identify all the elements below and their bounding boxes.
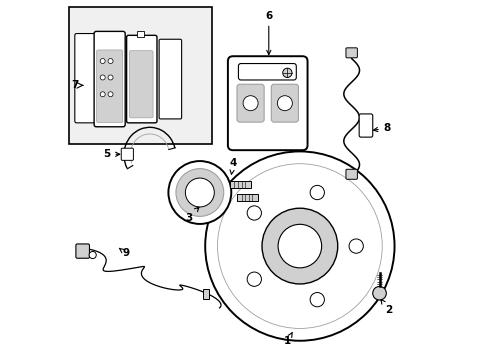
Text: 3: 3: [185, 207, 199, 222]
Circle shape: [205, 152, 394, 341]
Text: 4: 4: [229, 158, 236, 174]
FancyBboxPatch shape: [97, 50, 122, 122]
Bar: [69, 7, 212, 144]
Circle shape: [89, 251, 96, 258]
FancyBboxPatch shape: [345, 169, 357, 179]
Circle shape: [100, 92, 105, 97]
FancyBboxPatch shape: [126, 35, 157, 123]
Circle shape: [108, 92, 113, 97]
Circle shape: [277, 96, 292, 111]
FancyBboxPatch shape: [358, 114, 372, 137]
Circle shape: [176, 168, 224, 216]
Circle shape: [309, 185, 324, 200]
Circle shape: [100, 59, 105, 64]
Bar: [237, 194, 258, 202]
Bar: [136, 31, 144, 37]
FancyBboxPatch shape: [227, 56, 307, 150]
Text: 2: 2: [380, 300, 392, 315]
Bar: [203, 289, 209, 298]
Circle shape: [243, 96, 258, 111]
Circle shape: [262, 208, 337, 284]
FancyBboxPatch shape: [129, 51, 153, 118]
Circle shape: [108, 59, 113, 64]
Circle shape: [282, 68, 291, 77]
Circle shape: [217, 164, 382, 328]
FancyBboxPatch shape: [121, 148, 133, 160]
FancyBboxPatch shape: [271, 84, 298, 122]
Text: 6: 6: [264, 11, 272, 54]
Circle shape: [348, 239, 363, 253]
Circle shape: [100, 75, 105, 80]
Text: 8: 8: [373, 123, 390, 133]
FancyBboxPatch shape: [76, 244, 89, 258]
Bar: [230, 181, 250, 188]
Circle shape: [108, 75, 113, 80]
Circle shape: [246, 206, 261, 220]
FancyBboxPatch shape: [94, 31, 125, 127]
Text: 1: 1: [283, 333, 292, 346]
Circle shape: [185, 178, 214, 207]
FancyBboxPatch shape: [75, 33, 95, 123]
Text: 9: 9: [119, 248, 129, 258]
Text: 7: 7: [71, 80, 79, 90]
Circle shape: [372, 287, 386, 300]
FancyBboxPatch shape: [238, 64, 296, 80]
FancyBboxPatch shape: [345, 48, 357, 58]
Circle shape: [309, 293, 324, 307]
Text: 5: 5: [103, 149, 120, 159]
Circle shape: [278, 224, 321, 268]
FancyBboxPatch shape: [159, 39, 181, 119]
Circle shape: [246, 272, 261, 286]
FancyBboxPatch shape: [237, 84, 264, 122]
Circle shape: [168, 161, 231, 224]
